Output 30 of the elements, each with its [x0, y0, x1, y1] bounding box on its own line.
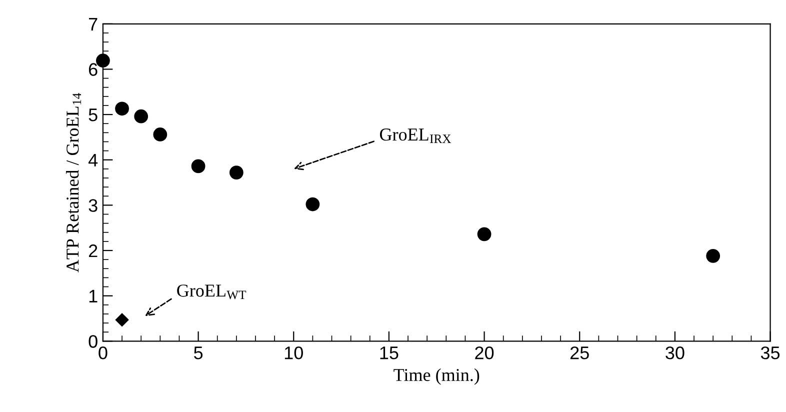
- y-tick-label: 4: [88, 154, 98, 166]
- annotation: GroEL$_{WT}$: [177, 284, 246, 300]
- x-tick-label: 20: [475, 346, 494, 360]
- point: [706, 248, 720, 263]
- y-tick-label: 1: [89, 290, 98, 302]
- point: [306, 197, 320, 212]
- y-tick-label: 6: [88, 63, 98, 76]
- x-tick-label: 15: [380, 346, 398, 360]
- annotation: GroEL$_{IRX}$: [380, 128, 452, 143]
- y-tick-label: 2: [88, 244, 98, 258]
- point: [191, 159, 206, 174]
- point: [229, 166, 244, 180]
- x-tick-label: 30: [666, 346, 684, 360]
- y-tick-label: 0: [88, 335, 98, 348]
- y-tick-label: 5: [88, 108, 98, 122]
- y-tick-label: 3: [88, 199, 98, 212]
- point: [153, 128, 168, 142]
- point: [96, 54, 110, 68]
- y-tick-label: 7: [88, 18, 98, 30]
- y-axis-title: ATP Retained / GroEL$_{14}$: [66, 93, 82, 272]
- point: [134, 109, 148, 124]
- x-tick-label: 10: [284, 346, 303, 360]
- point: [115, 102, 129, 116]
- x-tick-label: 5: [194, 346, 203, 360]
- point: [115, 313, 129, 326]
- x-tick-label: 35: [760, 346, 780, 360]
- x-tick-label: 25: [570, 346, 589, 360]
- x-axis-title: Time (min.): [394, 368, 480, 385]
- point: [477, 227, 492, 242]
- x-tick-label: 0: [98, 346, 108, 360]
